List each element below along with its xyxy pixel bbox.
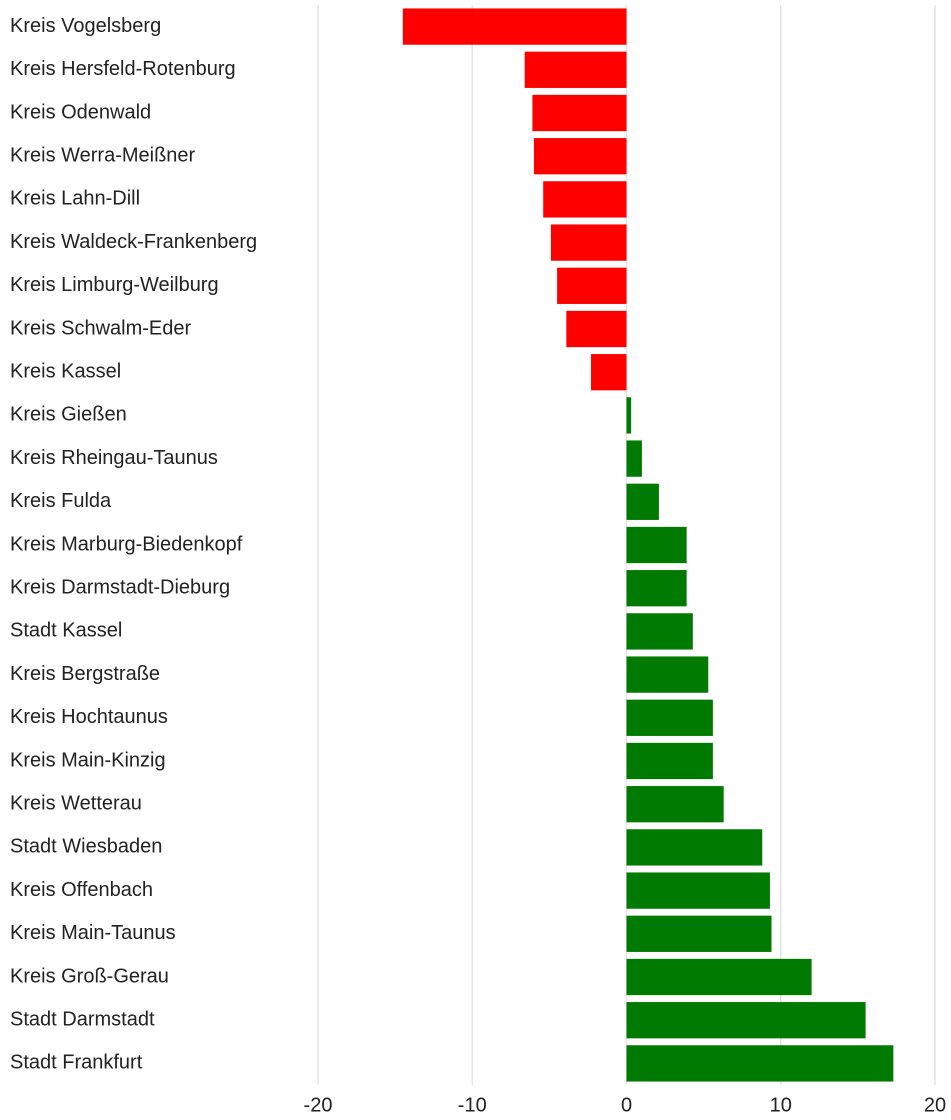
y-tick-label: Kreis Fulda (10, 490, 112, 512)
y-tick-label: Kreis Schwalm-Eder (10, 317, 192, 339)
bar (626, 742, 713, 780)
bar (626, 483, 659, 520)
bar (557, 267, 627, 304)
bar (532, 94, 627, 132)
x-tick-label: 0 (621, 1094, 632, 1116)
bar (626, 915, 772, 952)
y-tick-label: Stadt Frankfurt (10, 1052, 143, 1074)
bar (566, 310, 627, 348)
bar (626, 613, 693, 650)
x-tick-label: -20 (304, 1094, 333, 1116)
y-tick-label: Kreis Lahn-Dill (10, 188, 140, 210)
y-tick-label: Kreis Hersfeld-Rotenburg (10, 58, 236, 80)
bar (626, 699, 713, 736)
x-tick-label: 20 (924, 1094, 946, 1116)
bar (626, 440, 642, 477)
bar (626, 526, 687, 564)
bar (626, 786, 724, 823)
bar (524, 51, 627, 88)
x-tick-label: 10 (770, 1094, 792, 1116)
bar (626, 958, 812, 996)
bar (402, 8, 627, 45)
bar (626, 829, 763, 866)
bar (533, 138, 627, 175)
bar (626, 397, 632, 434)
y-tick-label: Kreis Rheingau-Taunus (10, 447, 218, 469)
y-tick-label: Kreis Offenbach (10, 879, 153, 901)
y-tick-label: Stadt Darmstadt (10, 1008, 155, 1030)
y-tick-label: Kreis Hochtaunus (10, 706, 168, 728)
y-tick-label: Kreis Gießen (10, 404, 127, 426)
y-tick-label: Kreis Bergstraße (10, 663, 160, 685)
y-tick-label: Kreis Werra-Meißner (10, 144, 196, 166)
x-tick-label: -10 (458, 1094, 487, 1116)
bar (626, 656, 709, 693)
bar (550, 224, 627, 261)
bar (626, 1045, 894, 1082)
y-tick-label: Kreis Odenwald (10, 101, 151, 123)
y-tick-label: Kreis Limburg-Weilburg (10, 274, 219, 296)
bar (626, 872, 770, 909)
y-tick-label: Stadt Kassel (10, 620, 122, 642)
y-tick-label: Kreis Darmstadt-Dieburg (10, 576, 230, 598)
bar (591, 354, 627, 391)
y-tick-label: Kreis Kassel (10, 360, 121, 382)
y-tick-label: Kreis Vogelsberg (10, 15, 161, 37)
y-tick-label: Kreis Wetterau (10, 792, 142, 814)
y-tick-label: Kreis Main-Kinzig (10, 749, 166, 771)
bar (626, 570, 687, 607)
y-tick-label: Stadt Wiesbaden (10, 836, 162, 858)
bar (543, 181, 627, 218)
y-tick-label: Kreis Marburg-Biedenkopf (10, 533, 243, 555)
y-tick-label: Kreis Main-Taunus (10, 922, 176, 944)
y-tick-label: Kreis Groß-Gerau (10, 965, 169, 987)
y-tick-label: Kreis Waldeck-Frankenberg (10, 231, 257, 253)
bar (626, 1002, 866, 1039)
